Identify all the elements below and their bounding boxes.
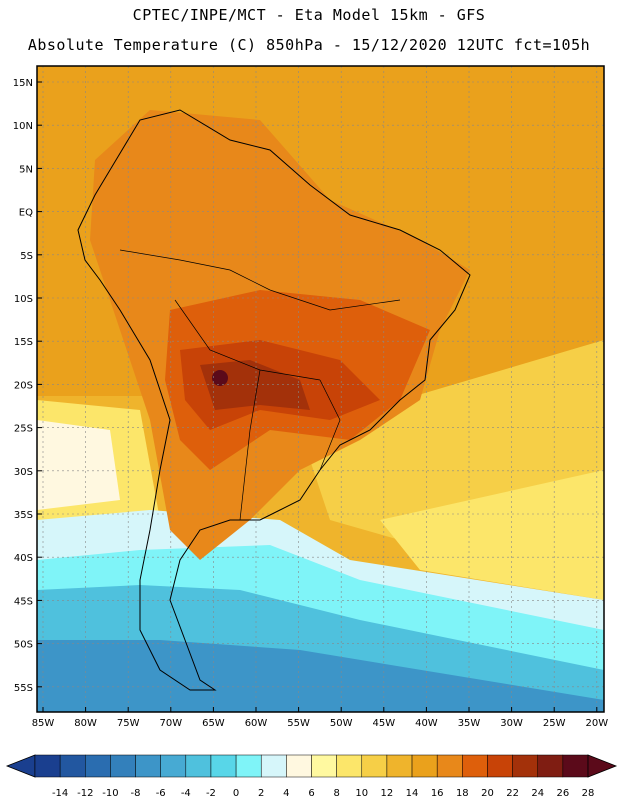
lon-tick-label: 70W: [159, 718, 182, 729]
lat-tick-label: 30S: [14, 467, 33, 478]
title-line-2: Absolute Temperature (C) 850hPa - 15/12/…: [27, 36, 591, 54]
subtropical-pale-field: [380, 470, 604, 600]
colorbar-label: 18: [456, 788, 469, 799]
lon-tick-label: 60W: [245, 718, 268, 729]
title-line-1: CPTEC/INPE/MCT - Eta Model 15km - GFS: [132, 6, 486, 24]
lat-tick-label: 55S: [14, 683, 33, 694]
lat-tick-label: 25S: [14, 424, 33, 435]
lon-tick-label: 50W: [330, 718, 353, 729]
colorbar-segment: [562, 754, 589, 778]
continent-hottest: [200, 360, 310, 410]
lat-tick-label: 5S: [20, 251, 33, 262]
colorbar-label: -14: [52, 788, 68, 799]
colorbar-segment: [436, 754, 463, 778]
colorbar-label: 0: [233, 788, 239, 799]
colorbar-segment: [210, 754, 237, 778]
colorbar-segment: [361, 754, 388, 778]
colorbar-label: 28: [582, 788, 595, 799]
lat-tick-label: 5N: [19, 164, 33, 175]
lon-tick-label: 30W: [500, 718, 523, 729]
lat-tick-label: 10S: [14, 294, 33, 305]
lon-tick-label: 80W: [74, 718, 97, 729]
colorbar-segment: [34, 754, 61, 778]
lon-tick-label: 75W: [117, 718, 140, 729]
colorbar-label: 8: [333, 788, 339, 799]
colorbar-segment: [286, 754, 312, 778]
lon-tick-label: 35W: [458, 718, 481, 729]
colorbar-segment: [160, 754, 187, 778]
lat-tick-label: 45S: [14, 596, 33, 607]
colorbar-label: -6: [156, 788, 166, 799]
lat-tick-label: 50S: [14, 640, 33, 651]
colorbar-segment: [386, 754, 413, 778]
colorbar-segment: [537, 754, 564, 778]
colorbar-arrow-high: [587, 754, 618, 778]
lat-tick-label: 15S: [14, 337, 33, 348]
colorbar-label: 12: [381, 788, 394, 799]
lon-tick-label: 40W: [415, 718, 438, 729]
lon-tick-label: 20W: [585, 718, 608, 729]
colorbar-segment: [411, 754, 438, 778]
colorbar-segment: [185, 754, 212, 778]
colorbar-label: 14: [406, 788, 419, 799]
colorbar-label: -12: [77, 788, 93, 799]
colorbar-segment: [462, 754, 488, 778]
colorbar-label: -8: [131, 788, 141, 799]
lon-tick-label: 25W: [543, 718, 566, 729]
colorbar-label: 2: [258, 788, 264, 799]
lon-tick-label: 65W: [202, 718, 225, 729]
colorbar-label: 24: [531, 788, 544, 799]
country-borders: [119, 249, 401, 521]
colorbar: [5, 754, 618, 778]
colorbar-segment: [235, 754, 262, 778]
colorbar-label: 20: [481, 788, 494, 799]
south-america-coastline: [77, 109, 471, 691]
lon-tick-label: 45W: [372, 718, 395, 729]
colorbar-label: 22: [506, 788, 519, 799]
colorbar-label: -4: [181, 788, 191, 799]
lat-tick-label: 15N: [13, 78, 33, 89]
colorbar-segment: [260, 754, 287, 778]
colorbar-segment: [85, 754, 111, 778]
cold-band-4: [37, 640, 604, 712]
colorbar-label: 4: [283, 788, 289, 799]
colorbar-label: 10: [355, 788, 368, 799]
lon-tick-label: 55W: [287, 718, 310, 729]
colorbar-segment: [59, 754, 86, 778]
heat-core: [212, 370, 228, 386]
colorbar-segment: [311, 754, 337, 778]
colorbar-segment: [487, 754, 513, 778]
pacific-cream-field: [37, 420, 120, 510]
lat-tick-label: 20S: [14, 380, 33, 391]
lat-tick-label: 40S: [14, 553, 33, 564]
colorbar-label: 26: [556, 788, 569, 799]
colorbar-segment: [512, 754, 538, 778]
map-frame: [36, 65, 605, 713]
lat-tick-label: 10N: [13, 121, 33, 132]
colorbar-segment: [110, 754, 136, 778]
colorbar-label: 16: [431, 788, 444, 799]
colorbar-label: -10: [102, 788, 118, 799]
lat-tick-label: EQ: [19, 208, 33, 219]
colorbar-arrow-low: [5, 754, 36, 778]
lat-tick-label: 35S: [14, 510, 33, 521]
lon-tick-label: 85W: [32, 718, 55, 729]
colorbar-segment: [135, 754, 161, 778]
colorbar-segment: [336, 754, 363, 778]
colorbar-label: 6: [308, 788, 314, 799]
colorbar-label: -2: [206, 788, 216, 799]
